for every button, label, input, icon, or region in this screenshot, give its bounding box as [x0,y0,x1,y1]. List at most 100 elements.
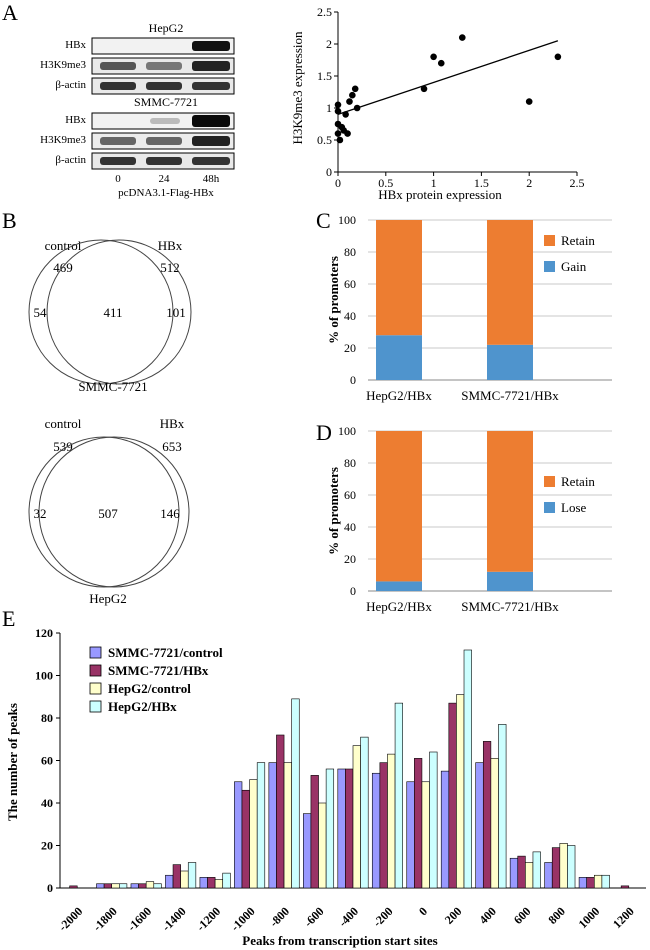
legend-swatch [544,235,555,246]
scatter-x-tick-label: 2 [526,176,532,190]
legend-swatch [89,646,102,659]
blot-band [150,118,180,124]
venn-cell-line: HepG2 [89,591,127,606]
bar-smmc-7721-hbx [310,775,319,889]
y-tick-label: 40 [344,309,356,323]
x-category-label: SMMC-7721/HBx [461,599,559,614]
chart-e-xlabel: Peaks from transcription start sites [242,933,437,948]
bar-hepg2-hbx [601,874,610,889]
bar-smmc-7721-hbx [345,768,354,889]
e-y-tick-label: 60 [41,754,53,768]
y-tick-label: 80 [344,245,356,259]
bar-hepg2-control [111,883,120,889]
venn-left-title: control [45,238,82,253]
legend-label: Retain [561,233,595,248]
blot-title-smmc: SMMC-7721 [134,95,198,109]
blot-band [100,157,136,165]
western-blot: HepG2 SMMC-7721 HBx H3K9me3 β-actin HBx … [40,21,235,199]
bar-smmc-7721-control [130,883,139,889]
e-x-tick-label: -1800 [90,904,120,934]
scatter-y-tick-label: 2.5 [317,5,332,19]
legend-swatch [89,682,102,695]
blot-timepoint: 24 [159,173,171,185]
bar-hepg2-control [318,802,327,889]
e-y-tick-label: 100 [35,669,53,683]
bar-smmc-7721-control [268,762,277,889]
bar-segment-gain [487,344,533,380]
histogram-chart-e: The number of peaks Peaks from transcrip… [5,626,646,948]
e-x-tick-label: -1400 [159,904,189,934]
bar-hepg2-hbx [532,851,541,889]
bar-smmc-7721-control [96,883,105,889]
venn-circle-control [28,239,174,385]
venn-cell-line: SMMC-7721 [78,379,147,394]
blot-row-label: β-actin [55,79,86,91]
scatter-y-tick-label: 0 [326,165,332,179]
bar-hepg2-hbx [153,883,162,889]
scatter-x-tick-label: 1.5 [474,176,489,190]
scatter-point [336,136,344,144]
scatter-x-tick-label: 1 [431,176,437,190]
blot-band [100,137,136,145]
scatter-y-tick-label: 1.5 [317,69,332,83]
venn-left-total: 539 [53,439,73,454]
blot-band [192,82,230,90]
y-tick-label: 60 [344,277,356,291]
scatter-xlabel: HBx protein expression [378,187,502,202]
y-tick-label: 100 [338,213,356,227]
e-x-tick-label: -2000 [56,904,86,934]
e-x-tick-label: -600 [301,904,326,929]
e-x-tick-label: 1200 [610,904,637,931]
bar-hepg2-hbx [429,751,438,889]
venn-smmc: control 469 HBx 512 54 411 101 SMMC-7721 [28,238,192,394]
bar-smmc-7721-control [578,877,587,889]
e-x-tick-label: -1000 [228,904,258,934]
bar-smmc-7721-control [440,770,450,889]
venn-hepg2: control 539 HBx 653 32 507 146 HepG2 [28,416,190,606]
bar-hepg2-hbx [463,649,472,889]
y-tick-label: 100 [338,424,356,438]
venn-circle-hbx [38,436,190,588]
e-y-tick-label: 120 [35,626,53,640]
scatter-y-tick-label: 0.5 [317,133,332,147]
bar-hepg2-hbx [222,872,231,889]
bar-smmc-7721-control [475,762,484,889]
bar-smmc-7721-hbx [414,758,423,889]
panel-label-b: B [2,208,17,233]
bar-hepg2-control [283,762,292,889]
bar-segment-retain [487,431,533,572]
bar-segment-lose [487,571,533,591]
bar-smmc-7721-hbx [620,885,630,889]
bar-hepg2-control [593,874,603,889]
venn-right-title: HBx [160,416,185,431]
x-category-label: SMMC-7721/HBx [461,388,559,403]
scatter-point [346,98,353,105]
bar-hepg2-hbx [567,845,576,889]
legend-label: Gain [561,259,587,274]
scatter-point [351,85,359,93]
e-x-tick-label: 1000 [576,904,603,931]
scatter-point [525,98,533,105]
scatter-point [349,91,356,99]
bar-smmc-7721-hbx [241,789,250,889]
blot-timepoint: 48h [203,173,220,185]
x-category-label: HepG2/HBx [366,599,432,614]
y-tick-label: 0 [350,373,356,387]
bar-smmc-7721-control [544,862,553,889]
bar-smmc-7721-hbx [517,855,526,889]
legend-label: HepG2/HBx [108,699,177,714]
e-x-tick-label: -1200 [194,904,224,934]
panel-label-a: A [2,0,18,25]
panel-label-e: E [2,606,15,631]
venn-left-title: control [45,416,82,431]
bar-segment-retain [376,431,422,582]
blot-row-label: β-actin [55,154,86,166]
legend-swatch [544,502,555,513]
y-tick-label: 80 [344,456,356,470]
e-x-tick-label: -1600 [125,904,155,934]
scatter-trendline [337,40,559,116]
bar-hepg2-control [559,843,568,889]
scatter-x-tick-label: 2.5 [570,176,585,190]
bar-hepg2-control [214,879,224,889]
